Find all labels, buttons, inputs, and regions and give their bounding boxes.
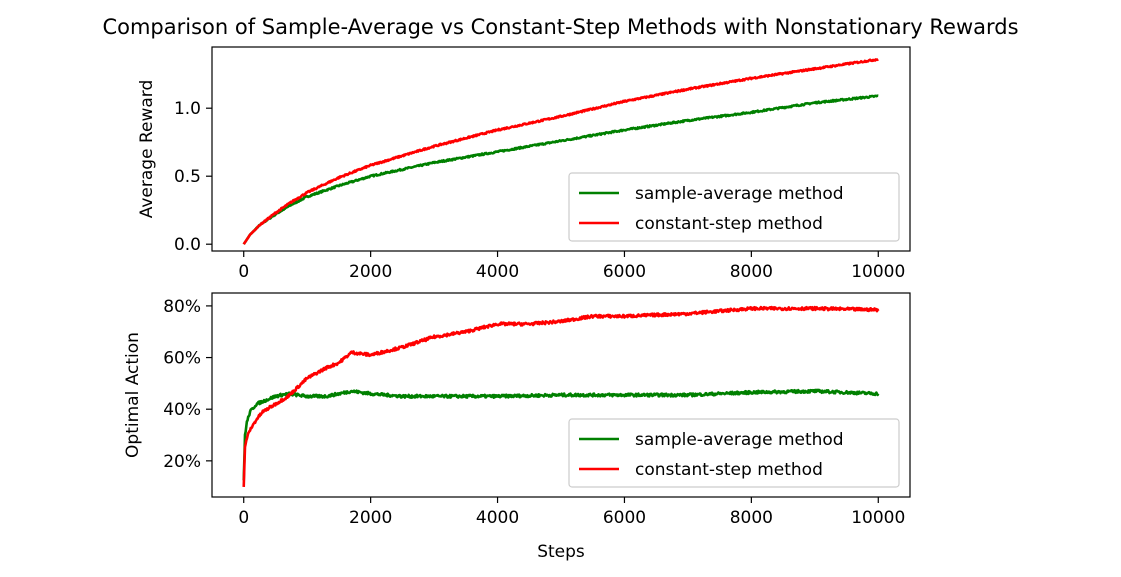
y-tick-label: 80% — [163, 297, 201, 317]
x-tick-label: 2000 — [349, 262, 392, 282]
x-tick-label: 2000 — [349, 508, 392, 528]
x-tick-label: 0 — [238, 262, 249, 282]
legend-entry-0: sample-average method — [635, 430, 844, 450]
legend-box — [568, 172, 900, 242]
y-tick-label: 0.5 — [174, 167, 201, 187]
series-line-1 — [242, 305, 880, 487]
x-tick-label: 8000 — [730, 508, 773, 528]
y-tick-label: 20% — [163, 452, 201, 472]
axes-frame — [211, 292, 911, 498]
y-tick-label: 40% — [163, 400, 201, 420]
legend-entry-1: constant-step method — [635, 460, 823, 480]
series-line-0 — [242, 388, 880, 481]
y-tick-label: 60% — [163, 349, 201, 369]
x-axis-label: Steps — [537, 542, 585, 562]
bottom-subplot: 0 2000 4000 6000 8000 10000 20% 40% 60% 80% Optima… — [123, 292, 911, 562]
x-tick-label: 4000 — [476, 262, 519, 282]
axes-frame — [211, 46, 911, 252]
x-tick-label: 6000 — [603, 508, 646, 528]
chart-title: Comparison of Sample-Average vs Constant… — [102, 15, 1018, 39]
x-tick-label: 4000 — [476, 508, 519, 528]
x-tick-label: 10000 — [851, 508, 905, 528]
legend-entry-0: sample-average method — [635, 184, 844, 204]
legend: sample-average method constant-step metho… — [568, 172, 900, 242]
legend-box — [568, 418, 900, 488]
x-tick-label: 8000 — [730, 262, 773, 282]
y-tick-label: 0.0 — [174, 235, 201, 255]
x-tick-label: 6000 — [603, 262, 646, 282]
series-line-0 — [242, 94, 879, 245]
series-line-1 — [242, 58, 879, 245]
y-axis-label: Optimal Action — [123, 332, 143, 458]
legend-entry-1: constant-step method — [635, 214, 823, 234]
y-axis-label: Average Reward — [137, 80, 157, 219]
x-tick-label: 10000 — [851, 262, 905, 282]
y-tick-label: 1.0 — [174, 99, 201, 119]
legend: sample-average method constant-step metho… — [568, 418, 900, 488]
top-subplot: 0 2000 4000 6000 8000 10000 0.0 0.5 1.0 Average R… — [137, 46, 911, 282]
x-tick-label: 0 — [238, 508, 249, 528]
